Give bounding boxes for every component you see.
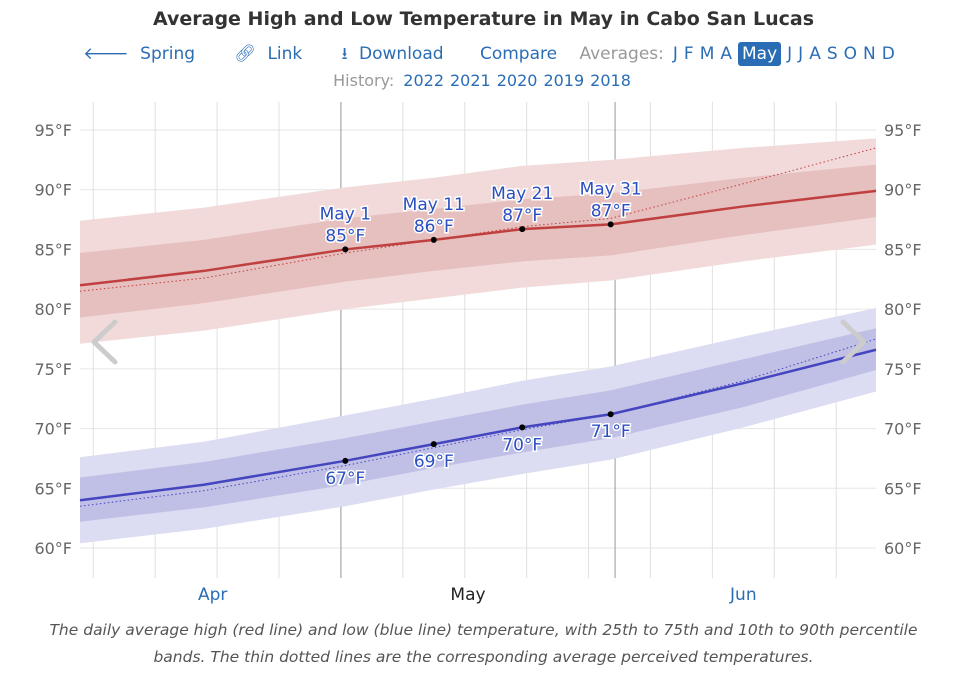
history-year-link[interactable]: 2022 — [403, 71, 444, 90]
high-annotation-date: May 31 — [580, 179, 642, 199]
x-tick-label: May — [450, 585, 485, 605]
high-annotation-date: May 11 — [403, 195, 465, 215]
nav-bar: 🡐 Spring 🔗︎ Link ⭳ Download Compare Aver… — [0, 41, 967, 70]
y-tick-label-right: 65°F — [884, 479, 922, 498]
spring-label: Spring — [140, 44, 196, 64]
high-average-line — [79, 189, 877, 287]
link-button[interactable]: 🔗︎ Link — [231, 44, 305, 64]
y-tick-label-left: 95°F — [34, 121, 72, 140]
chevron-left-icon[interactable] — [91, 319, 118, 365]
high-annotation-value: 87°F — [591, 201, 631, 221]
low-data-point — [430, 441, 437, 448]
history-year-link[interactable]: 2019 — [543, 71, 585, 90]
link-label: Link — [267, 44, 303, 64]
high-annotation-value: 86°F — [414, 217, 454, 237]
month-link[interactable]: J — [672, 44, 678, 64]
month-link[interactable]: M — [699, 44, 715, 64]
month-link[interactable]: J — [798, 44, 804, 64]
month-link[interactable]: S — [826, 44, 838, 64]
chevron-right-icon[interactable] — [840, 319, 867, 365]
y-tick-label-left: 80°F — [34, 300, 72, 319]
compare-link[interactable]: Compare — [479, 44, 558, 64]
x-tick-label[interactable]: Apr — [198, 585, 227, 605]
high-annotation-value: 87°F — [502, 206, 542, 226]
high-data-point — [519, 226, 526, 233]
download-button[interactable]: ⭳ Download — [339, 44, 447, 64]
arrow-left-icon: 🡐 — [83, 44, 129, 64]
y-tick-label-right: 85°F — [884, 240, 922, 259]
y-tick-label-right: 75°F — [884, 360, 922, 379]
y-tick-label-right: 90°F — [884, 181, 922, 200]
month-link[interactable]: J — [787, 44, 793, 64]
low-data-point — [607, 411, 614, 418]
month-link[interactable]: A — [720, 44, 732, 64]
history-bar: History: 2022 2021 2020 2019 2018 — [0, 71, 967, 90]
y-tick-label-left: 75°F — [34, 360, 72, 379]
low-band-25-75 — [80, 328, 876, 522]
spring-link[interactable]: 🡐 Spring — [80, 44, 198, 64]
high-data-point — [607, 221, 614, 228]
month-link[interactable]: D — [881, 44, 895, 64]
high-data-point — [430, 236, 437, 243]
download-icon: ⭳ — [341, 44, 348, 64]
low-annotation-value: 71°F — [591, 422, 631, 442]
low-data-point — [342, 457, 349, 464]
y-tick-label-left: 85°F — [34, 240, 72, 259]
low-annotation-value: 70°F — [502, 435, 542, 455]
link-icon: 🔗︎ — [234, 44, 257, 64]
high-annotation-value: 85°F — [325, 226, 365, 246]
y-tick-label-right: 70°F — [884, 420, 922, 439]
low-perceived-line — [79, 338, 877, 507]
y-tick-label-left: 60°F — [34, 539, 72, 558]
high-annotation-date: May 21 — [491, 184, 553, 204]
high-band-25-75 — [80, 164, 876, 318]
history-year-link[interactable]: 2021 — [450, 71, 491, 90]
high-perceived-line — [79, 147, 877, 292]
y-tick-label-right: 60°F — [884, 539, 922, 558]
history-label: History: — [333, 71, 395, 90]
chart-title: Average High and Low Temperature in May … — [152, 8, 815, 30]
low-average-line — [79, 348, 877, 502]
y-tick-label-left: 65°F — [34, 479, 72, 498]
chart-caption: The daily average high (red line) and lo… — [49, 621, 918, 666]
low-data-point — [519, 424, 526, 431]
y-tick-label-left: 90°F — [34, 181, 72, 200]
y-tick-label-left: 70°F — [34, 420, 72, 439]
averages-label: Averages: — [579, 44, 664, 64]
temperature-chart: 95°F 95°F 90°F 90°F 85°F 85°F 80°F 80°F 75°F 75°F… — [34, 102, 922, 605]
low-annotation-value: 69°F — [414, 452, 454, 472]
month-link[interactable]: F — [683, 44, 694, 64]
high-data-point — [342, 246, 349, 253]
month-link[interactable]: N — [863, 44, 876, 64]
month-link[interactable]: O — [843, 44, 858, 64]
download-label: Download — [359, 44, 444, 64]
y-tick-label-right: 80°F — [884, 300, 922, 319]
month-link[interactable]: May — [738, 42, 782, 66]
y-tick-label-right: 95°F — [884, 121, 922, 140]
month-link[interactable]: A — [809, 44, 821, 64]
high-annotation-date: May 1 — [320, 204, 371, 224]
low-annotation-value: 67°F — [325, 469, 365, 489]
history-year-link[interactable]: 2020 — [496, 71, 538, 90]
history-year-link[interactable]: 2018 — [590, 71, 631, 90]
x-tick-label[interactable]: Jun — [729, 585, 757, 605]
